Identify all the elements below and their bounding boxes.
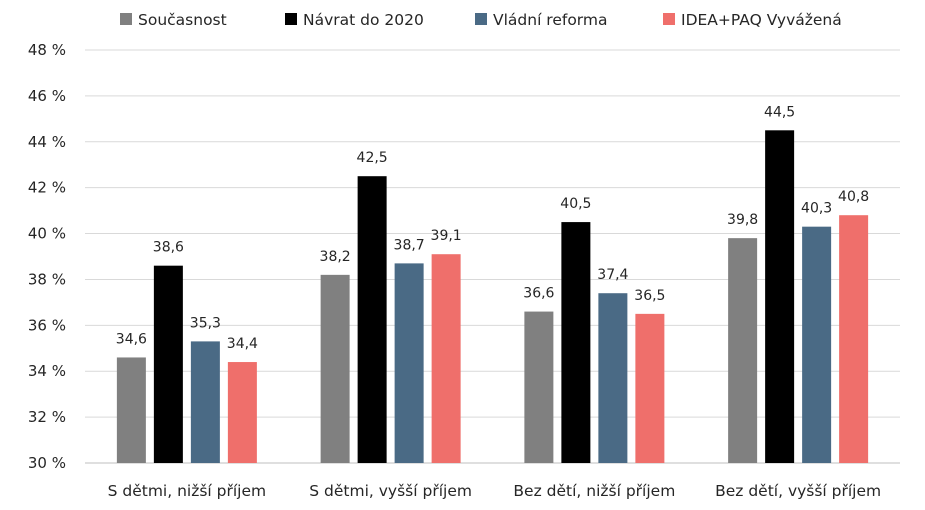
x-category-label: Bez dětí, nižší příjem	[513, 482, 675, 500]
bar	[839, 215, 869, 463]
bar	[153, 265, 183, 463]
data-label: 39,1	[431, 228, 462, 244]
bar	[227, 362, 257, 463]
data-label: 40,8	[838, 189, 869, 205]
data-label: 40,5	[560, 196, 591, 212]
bar	[635, 313, 665, 463]
data-label: 42,5	[357, 150, 388, 166]
data-label: 38,7	[394, 237, 425, 253]
data-label: 39,8	[727, 212, 758, 228]
legend-label: IDEA+PAQ Vyvážená	[681, 11, 842, 29]
x-category-label: Bez dětí, vyšší příjem	[715, 482, 881, 500]
data-label: 44,5	[764, 104, 795, 120]
data-label: 35,3	[190, 315, 221, 331]
x-axis: S dětmi, nižší příjem S dětmi, vyšší příj…	[108, 482, 882, 500]
bar	[598, 293, 628, 463]
legend-label: Současnost	[138, 11, 227, 29]
gridlines	[85, 49, 900, 464]
data-label: 34,4	[227, 336, 258, 352]
data-label: 40,3	[801, 201, 832, 217]
bar	[394, 263, 424, 463]
data-labels: 34,6 38,6 35,3 34,4 38,2 42,5 38,7 39,1 36,6 40,5…	[116, 104, 869, 352]
bar	[431, 254, 461, 463]
legend-swatch	[285, 13, 297, 25]
legend-label: Vládní reforma	[493, 11, 608, 29]
y-tick-label: 42 %	[28, 179, 66, 197]
legend-label: Návrat do 2020	[303, 11, 424, 29]
x-category-label: S dětmi, vyšší příjem	[309, 482, 472, 500]
data-label: 34,6	[116, 331, 147, 347]
bar	[765, 130, 795, 464]
bar	[524, 311, 554, 463]
legend: Současnost Návrat do 2020 Vládní reforma ID…	[120, 11, 842, 29]
data-label: 36,5	[634, 288, 665, 304]
data-label: 38,2	[320, 249, 351, 265]
x-category-label: S dětmi, nižší příjem	[108, 482, 267, 500]
legend-swatch	[120, 13, 132, 25]
y-tick-label: 32 %	[28, 408, 66, 426]
y-tick-label: 38 %	[28, 270, 66, 288]
y-tick-label: 36 %	[28, 316, 66, 334]
bar	[357, 176, 387, 463]
bar	[561, 222, 591, 463]
y-tick-label: 34 %	[28, 362, 66, 380]
data-label: 37,4	[597, 267, 628, 283]
legend-swatch	[663, 13, 675, 25]
bar	[320, 274, 350, 463]
y-axis: 30 % 32 % 34 % 36 % 38 % 40 % 42 % 44 % 46 % 48 %	[28, 41, 66, 472]
bars	[116, 130, 869, 464]
y-tick-label: 46 %	[28, 87, 66, 105]
y-tick-label: 30 %	[28, 454, 66, 472]
bar	[190, 341, 220, 463]
data-label: 36,6	[523, 286, 554, 302]
bar	[728, 238, 758, 463]
y-tick-label: 40 %	[28, 225, 66, 243]
y-tick-label: 44 %	[28, 133, 66, 151]
data-label: 38,6	[153, 240, 184, 256]
bar	[116, 357, 146, 463]
bar	[802, 226, 832, 463]
y-tick-label: 48 %	[28, 41, 66, 59]
legend-swatch	[475, 13, 487, 25]
